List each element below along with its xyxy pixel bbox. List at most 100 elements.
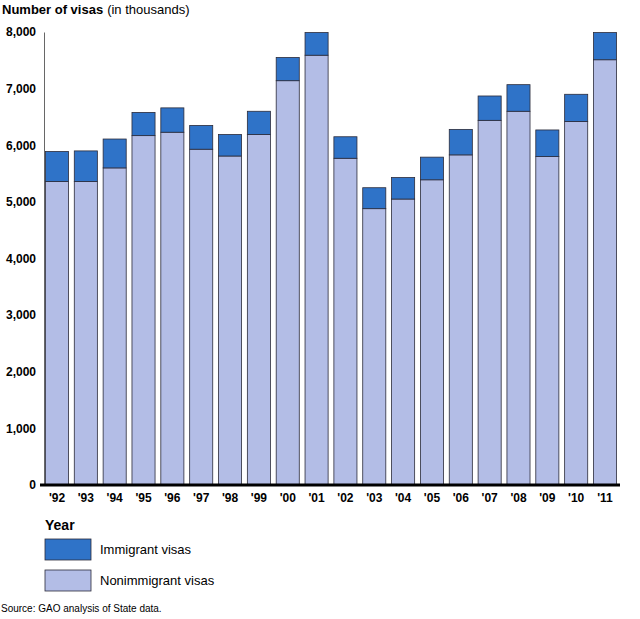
bar-segment [45, 151, 68, 181]
bar-segment [103, 168, 126, 485]
y-tick-label: 2,000 [6, 365, 36, 379]
x-tick: '92 [49, 485, 66, 505]
y-tick-label: 7,000 [6, 82, 36, 96]
x-tick: '96 [164, 485, 181, 505]
x-tick-label: '06 [453, 491, 470, 505]
y-axis-line [44, 33, 45, 486]
y-tick-label: 6,000 [6, 139, 36, 153]
bar-segment [449, 155, 472, 485]
y-tick: 3,000 [6, 308, 44, 322]
y-tick: 2,000 [6, 365, 44, 379]
bar-segment [161, 132, 184, 485]
bar-segment [593, 33, 616, 60]
x-axis-title: Year [45, 517, 75, 533]
y-tick-label: 5,000 [6, 195, 36, 209]
x-tick: '95 [135, 485, 152, 505]
axis-title-units: (in thousands) [107, 2, 189, 17]
axis-title: Number of visas (in thousands) [2, 2, 190, 17]
x-tick-label: '04 [395, 491, 412, 505]
x-tick-label: '01 [308, 491, 325, 505]
legend-swatch [45, 570, 91, 591]
bar-segment [420, 157, 443, 180]
x-tick: '98 [222, 485, 239, 505]
y-tick-label: 0 [29, 478, 36, 492]
x-tick-label: '03 [366, 491, 383, 505]
bar-segment [74, 181, 97, 485]
bar-segment [536, 157, 559, 485]
x-tick: '00 [280, 485, 297, 505]
x-tick-label: '93 [78, 491, 95, 505]
x-tick-label: '96 [164, 491, 181, 505]
axis-title-main: Number of visas [2, 2, 103, 17]
y-axis: 0 1,000 2,000 3,000 4,000 5,000 6,000 7,000 8,00… [6, 25, 45, 492]
x-tick: '02 [337, 485, 354, 505]
bar-segment [219, 134, 242, 156]
x-tick: '03 [366, 485, 383, 505]
x-tick-label: '97 [193, 491, 210, 505]
legend-swatch [45, 539, 91, 560]
x-tick-label: '92 [49, 491, 66, 505]
x-tick: '10 [568, 485, 585, 505]
x-tick: '04 [395, 485, 412, 505]
bar-segment [219, 156, 242, 485]
bar-segment [247, 134, 270, 485]
x-tick: '94 [107, 485, 124, 505]
legend-label: Nonimmigrant visas [100, 573, 215, 588]
y-tick: 7,000 [6, 82, 44, 96]
bar-segment [45, 181, 68, 485]
chart: Number of visas (in thousands) 0 1,000 2,000… [0, 0, 640, 619]
x-tick-label: '95 [135, 491, 152, 505]
x-tick-label: '98 [222, 491, 239, 505]
x-tick: '93 [78, 485, 95, 505]
legend: Immigrant visas Nonimmigrant visas [45, 539, 215, 591]
bar-segment [363, 209, 386, 485]
y-tick: 5,000 [6, 195, 44, 209]
bar-segment [536, 130, 559, 157]
x-tick: '97 [193, 485, 210, 505]
y-tick-label: 4,000 [6, 252, 36, 266]
y-tick-label: 8,000 [6, 25, 36, 39]
x-tick: '99 [251, 485, 268, 505]
y-tick-label: 3,000 [6, 308, 36, 322]
x-tick: '11 [597, 485, 613, 505]
bar-segment [392, 199, 415, 485]
bar-segment [334, 158, 357, 485]
x-tick-label: '99 [251, 491, 268, 505]
bar-segment [593, 60, 616, 485]
x-tick-label: '10 [568, 491, 585, 505]
x-tick-label: '09 [539, 491, 556, 505]
x-axis-line [40, 484, 620, 487]
y-tick: 1,000 [6, 422, 44, 436]
x-tick-label: '07 [482, 491, 499, 505]
x-tick: '09 [539, 485, 556, 505]
bar-segment [276, 81, 299, 485]
x-tick: '01 [308, 485, 325, 505]
bar-segment [478, 96, 501, 120]
bar-segment [132, 112, 155, 135]
bar-segment [161, 108, 184, 132]
x-tick-label: '08 [510, 491, 527, 505]
bar-segment [565, 121, 588, 485]
y-tick: 6,000 [6, 139, 44, 153]
bar-segment [334, 137, 357, 159]
bar-segment [305, 33, 328, 56]
x-tick-label: '02 [337, 491, 354, 505]
bar-segment [565, 94, 588, 121]
x-tick-label: '00 [280, 491, 297, 505]
bar-segment [507, 85, 530, 112]
bar-segment [247, 111, 270, 134]
y-tick: 4,000 [6, 252, 44, 266]
bar-segment [449, 129, 472, 154]
x-tick: '06 [453, 485, 470, 505]
bar-segment [420, 180, 443, 485]
x-tick: '07 [482, 485, 499, 505]
legend-label: Immigrant visas [100, 542, 192, 557]
x-tick: '08 [510, 485, 527, 505]
bar-segment [190, 149, 213, 485]
x-tick-label: '94 [107, 491, 124, 505]
bar-segment [190, 125, 213, 149]
source-note: Source: GAO analysis of State data. [1, 603, 162, 614]
y-tick: 8,000 [6, 25, 44, 39]
bar-segment [363, 188, 386, 209]
bar-segment [392, 178, 415, 200]
